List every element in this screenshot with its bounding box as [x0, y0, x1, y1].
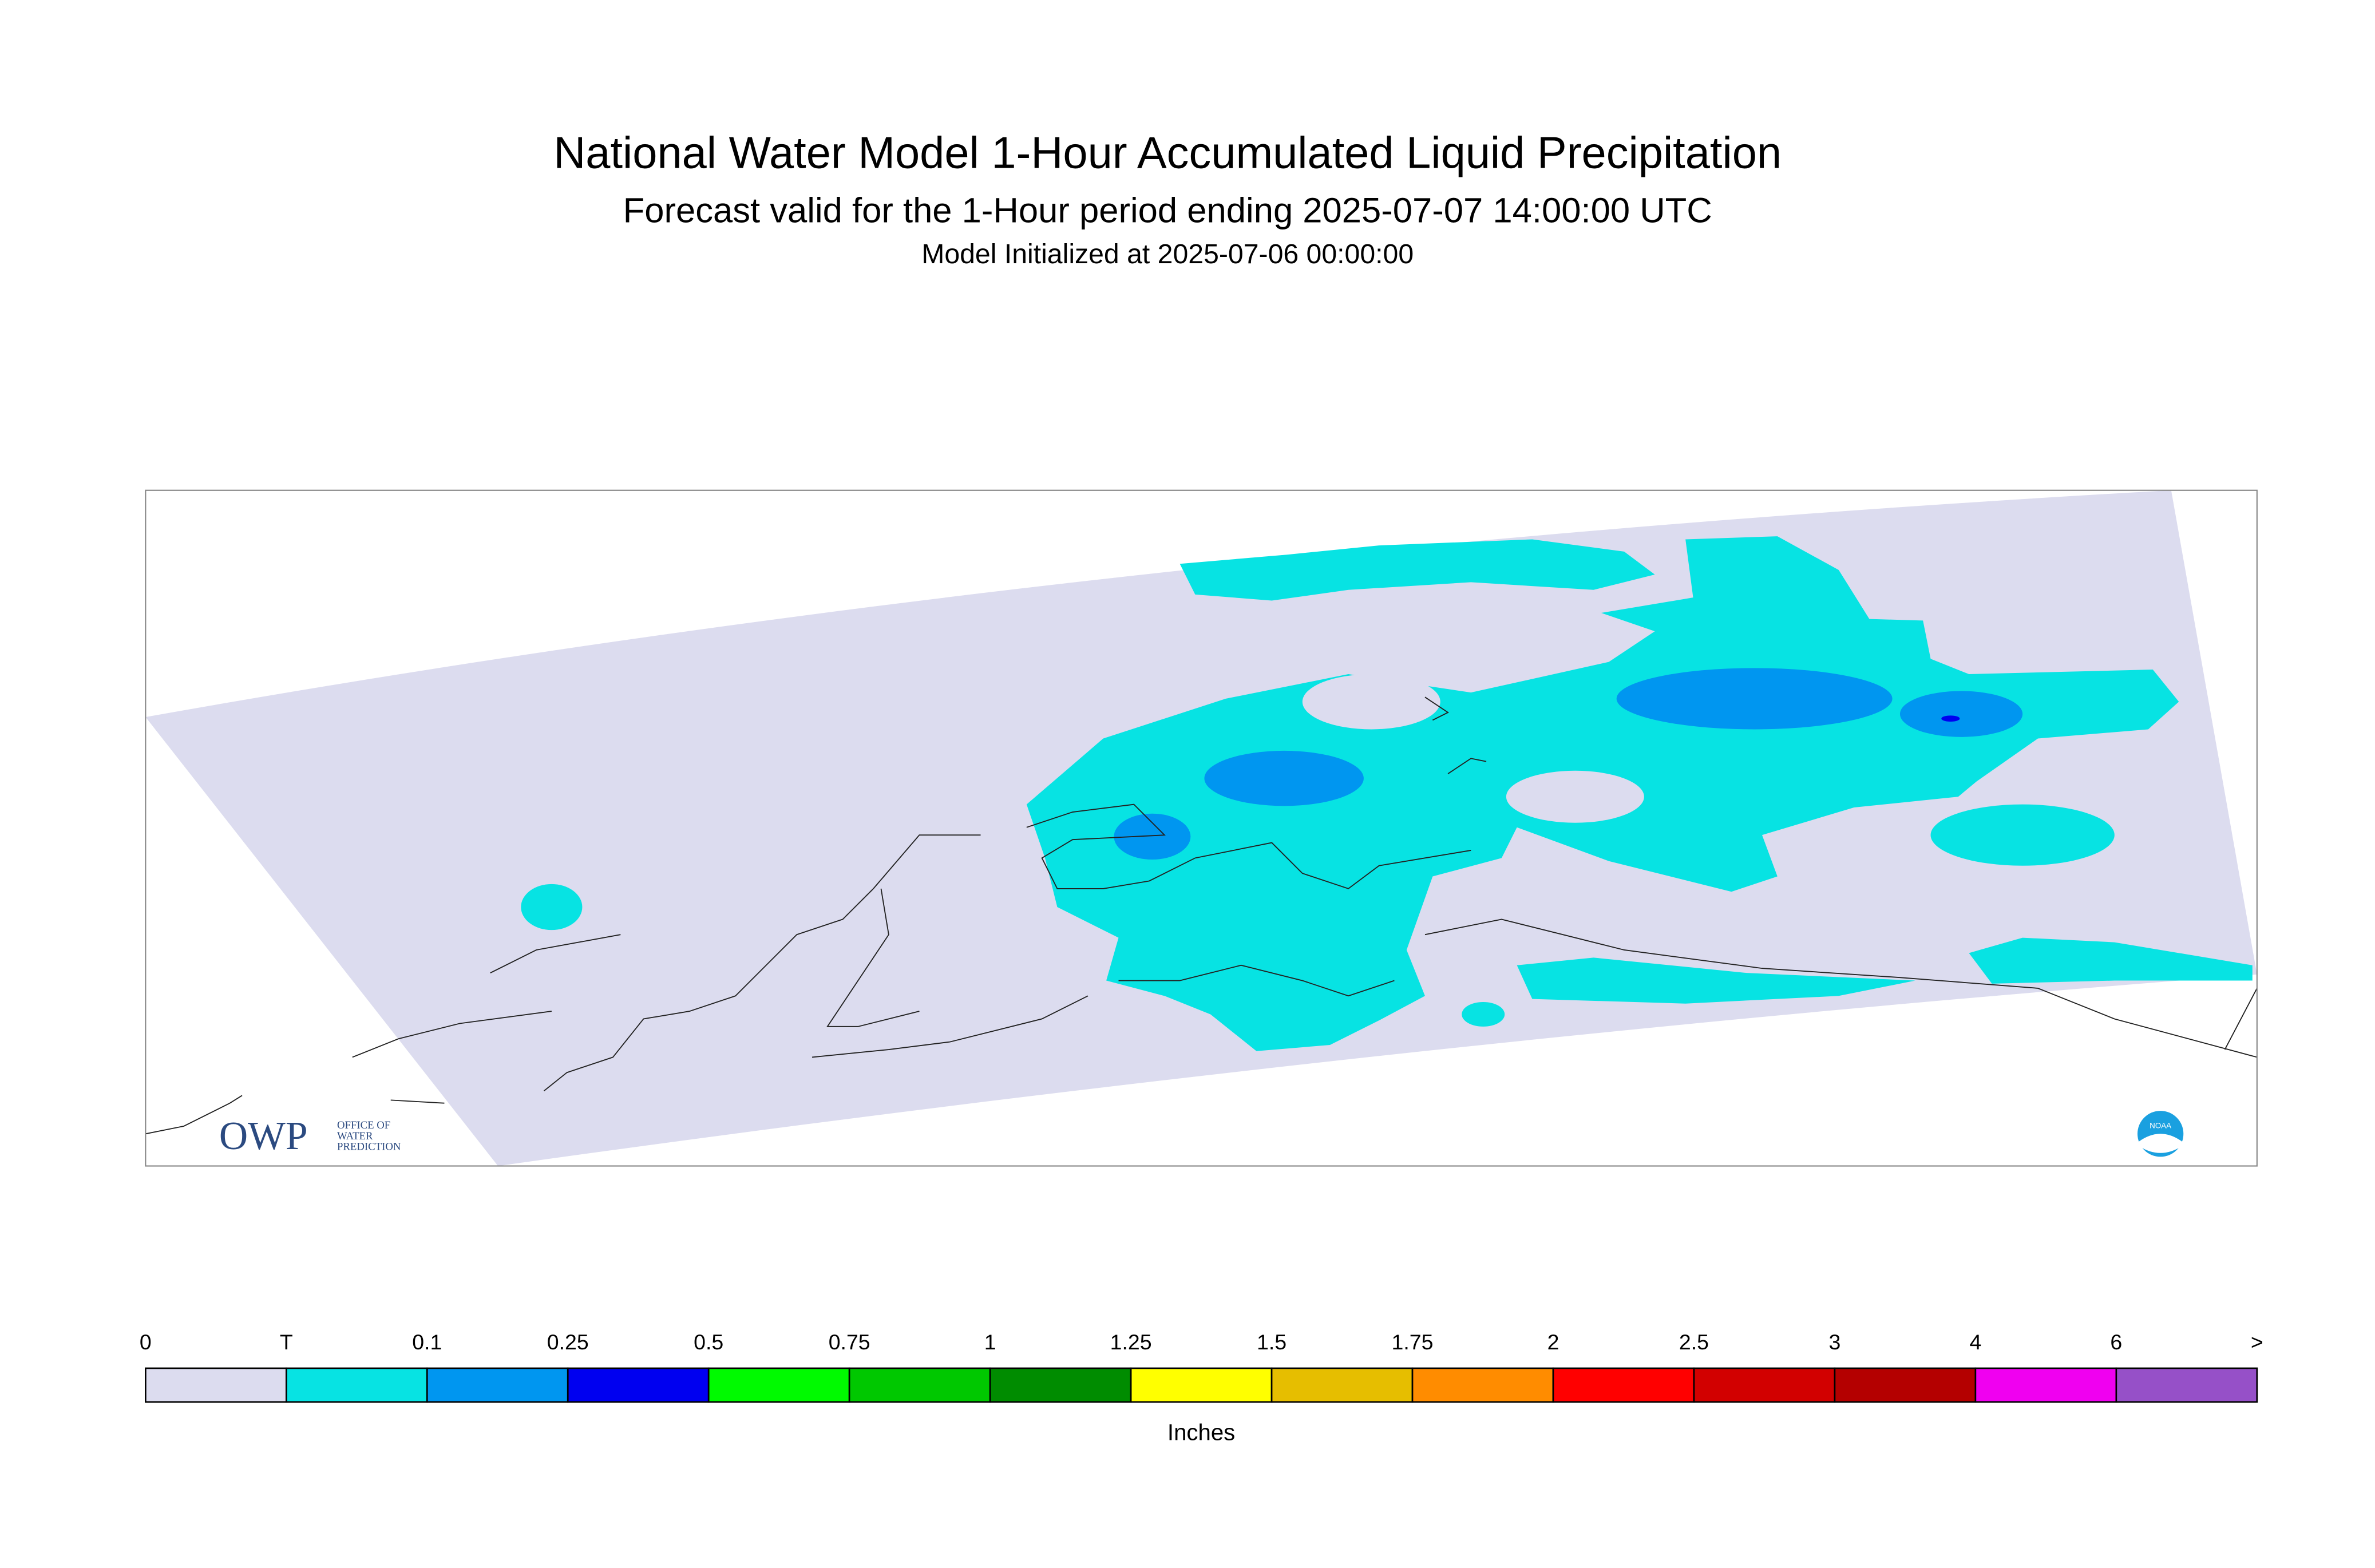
legend-swatch: [1974, 1367, 2117, 1403]
legend-label: >: [2251, 1330, 2263, 1354]
precip-trace: [1969, 937, 2253, 984]
legend-label: 1.5: [1257, 1330, 1287, 1354]
legend-swatch: [1270, 1367, 1414, 1403]
legend-swatch: [1411, 1367, 1554, 1403]
legend-label: 4: [1969, 1330, 1981, 1354]
legend-swatch: [567, 1367, 710, 1403]
precip-trace: [521, 884, 583, 930]
legend-label: 0: [140, 1330, 152, 1354]
owp-logo-line: WATER: [337, 1130, 373, 1142]
precip-moderate: [1941, 715, 1960, 722]
legend-label: 0.5: [694, 1330, 723, 1354]
map-frame: [145, 489, 2258, 1167]
legend-label: 2.5: [1679, 1330, 1709, 1354]
precip-light: [1114, 813, 1191, 860]
legend-label: 0.75: [829, 1330, 870, 1354]
subtitle: Forecast valid for the 1-Hour period end…: [623, 191, 1712, 230]
legend-swatch: [2115, 1367, 2258, 1403]
precip-trace: [1179, 539, 1655, 601]
legend-swatch: [848, 1367, 991, 1403]
figure-content: National Water Model 1-Hour Accumulated …: [140, 129, 2263, 1446]
legend-swatch: [1834, 1367, 1977, 1403]
legend-label: 0.1: [412, 1330, 442, 1354]
legend-label: 6: [2110, 1330, 2122, 1354]
owp-logo: OWP: [219, 1114, 308, 1158]
color-legend: 0 T 0.1 0.25 0.5 0.75 1 1.25 1.5 1.75 2 2.5 3 4 6 >: [140, 1330, 2263, 1403]
legend-label: 1: [984, 1330, 996, 1354]
title: National Water Model 1-Hour Accumulated …: [553, 129, 1782, 178]
precip-trace: [1506, 770, 1644, 823]
legend-label: 0.25: [547, 1330, 589, 1354]
legend-unit: Inches: [1167, 1420, 1235, 1446]
legend-swatch: [426, 1367, 569, 1403]
legend-swatch: [707, 1367, 850, 1403]
legend-swatch: [989, 1367, 1132, 1403]
legend-swatch: [145, 1367, 287, 1403]
noaa-logo-text: NOAA: [2150, 1121, 2171, 1130]
legend-label: 1.75: [1392, 1330, 1434, 1354]
legend-label: T: [280, 1330, 293, 1354]
legend-label: 3: [1828, 1330, 1840, 1354]
legend-swatch: [1552, 1367, 1695, 1403]
coastline: [145, 696, 2257, 1135]
precip-trace: [1930, 804, 2115, 866]
owp-logo-line: PREDICTION: [337, 1141, 401, 1153]
legend-swatch: [1693, 1367, 1836, 1403]
precip-light: [1616, 668, 1893, 730]
owp-logo-line: OFFICE OF: [337, 1119, 390, 1131]
legend-label: 1.25: [1110, 1330, 1152, 1354]
precip-trace: [1517, 957, 1915, 1004]
legend-label: 2: [1547, 1330, 1559, 1354]
map: [145, 490, 2257, 1166]
precip-light: [1204, 750, 1364, 806]
init-time: Model Initialized at 2025-07-06 00:00:00: [921, 239, 1414, 270]
legend-swatch: [285, 1367, 428, 1403]
precip-light: [1899, 691, 2023, 737]
noaa-logo-wave: [2139, 1134, 2182, 1153]
precip-trace: [1302, 674, 1440, 730]
precip-trace: [1462, 1002, 1505, 1027]
legend-swatch: [1130, 1367, 1273, 1403]
